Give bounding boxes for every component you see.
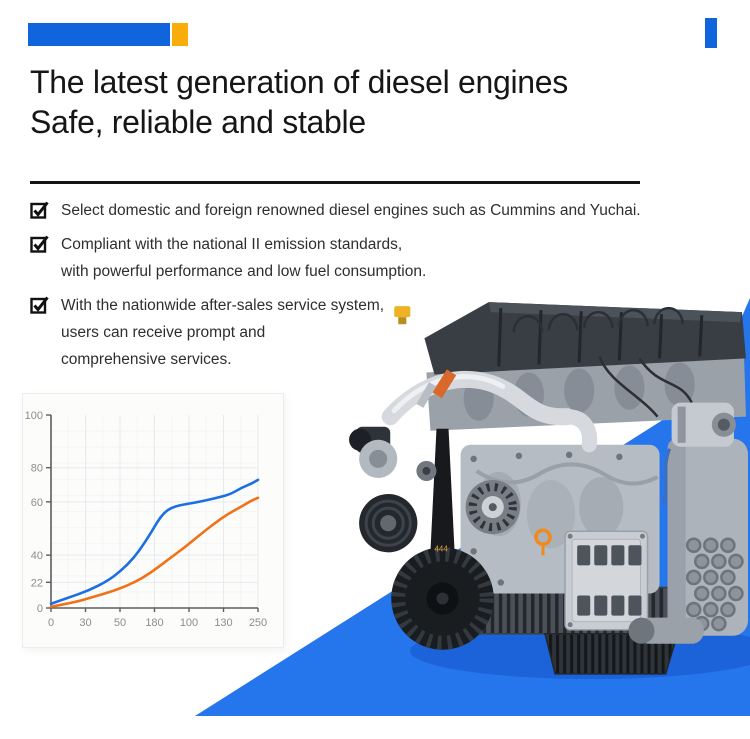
performance-chart: 0 30 50 180 100 130 250 100 80 60 40 22 0 [25,410,268,629]
feature-line: comprehensive services. [61,351,232,368]
feature-list: Select domestic and foreign renowned die… [30,197,690,380]
feature-line: users can receive prompt and [61,324,266,341]
air-compressor [671,402,736,447]
svg-text:180: 180 [145,617,163,629]
page-title-line2: Safe, reliable and stable [30,104,366,140]
feature-line: Select domestic and foreign renowned die… [61,202,641,219]
wiring [662,448,672,505]
feature-text: With the nationwide after-sales service … [61,292,384,373]
svg-text:100: 100 [25,410,43,422]
page-title: The latest generation of diesel engines … [30,62,568,142]
curve-blue [49,478,260,606]
svg-text:60: 60 [31,497,43,509]
feature-item: Compliant with the national II emission … [30,231,690,285]
feature-text: Select domestic and foreign renowned die… [61,197,641,224]
page-title-line1: The latest generation of diesel engines [30,64,569,100]
starter-motor [628,617,704,644]
accent-bar-yellow [172,23,188,46]
svg-text:40: 40 [31,550,43,562]
belt-label: 444 [434,544,448,553]
svg-text:50: 50 [114,617,126,629]
checkbox-checked-icon [30,296,49,314]
accent-bar-top-right [705,18,717,48]
svg-text:100: 100 [180,617,198,629]
feature-item: With the nationwide after-sales service … [30,292,690,373]
gearbox-housing [667,438,748,636]
feature-line: Compliant with the national II emission … [61,236,403,253]
curve-orange [49,496,260,608]
cylinder-head [426,354,746,431]
feature-line: With the nationwide after-sales service … [61,297,385,314]
svg-text:130: 130 [214,617,232,629]
drive-belt [430,428,455,552]
checkbox-checked-icon [30,201,49,219]
engine-image: 444 [349,302,748,675]
svg-text:22: 22 [31,577,43,589]
svg-text:0: 0 [48,617,54,629]
fuel-lines [512,306,693,418]
feature-line: with powerful performance and low fuel c… [61,263,427,280]
dipstick-handle [534,528,552,556]
svg-text:250: 250 [249,617,267,629]
performance-chart-card: 0 30 50 180 100 130 250 100 80 60 40 22 0 [22,393,284,648]
svg-text:80: 80 [31,463,43,475]
front-accessories: 444 [349,426,520,650]
ecu-module [564,530,649,631]
intake-pipe [381,369,598,453]
divider-line [30,181,640,184]
feature-text: Compliant with the national II emission … [61,231,426,285]
svg-text:0: 0 [37,603,43,615]
valve-cover [424,302,746,375]
oil-filler-cap [394,306,411,325]
svg-text:30: 30 [79,617,91,629]
feature-item: Select domestic and foreign renowned die… [30,197,690,224]
accent-bar-blue [28,23,170,46]
checkbox-checked-icon [30,235,49,253]
